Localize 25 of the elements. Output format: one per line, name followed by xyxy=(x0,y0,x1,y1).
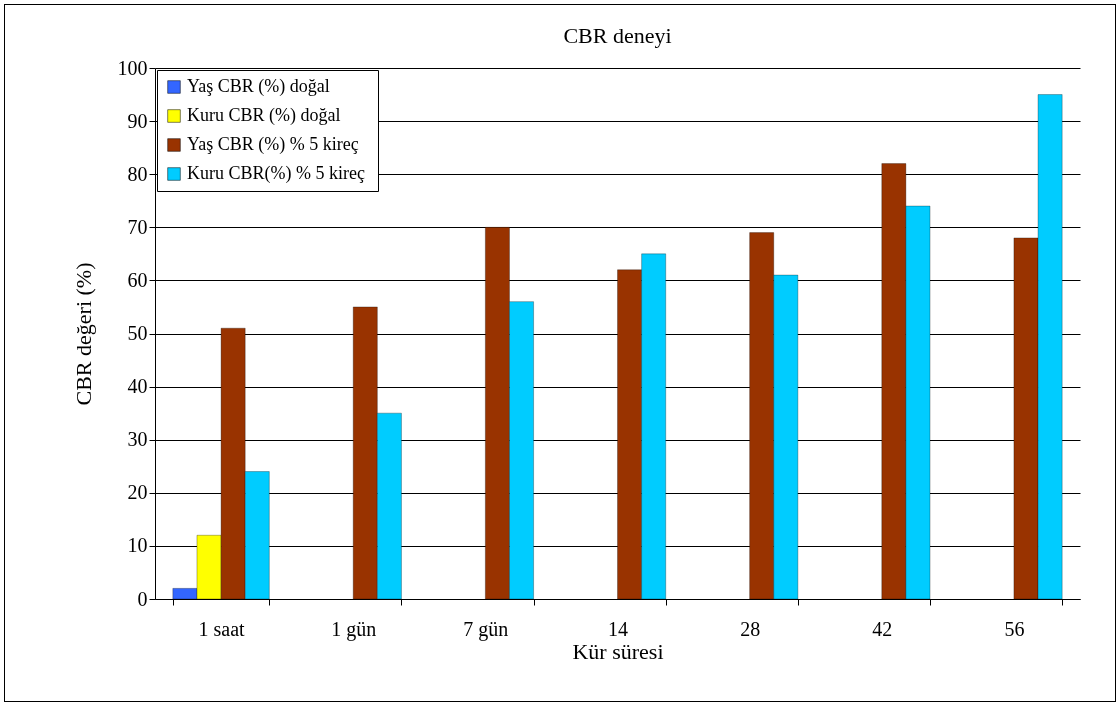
x-tick-label: 1 saat xyxy=(198,617,246,640)
y-axis-title: CBR değeri (%) xyxy=(70,262,96,406)
y-tick-label: 10 xyxy=(127,534,148,557)
y-tick-label: 20 xyxy=(127,481,148,504)
y-tick-label: 60 xyxy=(127,268,148,291)
y-tick-label: 80 xyxy=(127,162,148,185)
legend-label: Kuru CBR (%) doğal xyxy=(187,105,341,126)
x-axis-title: Kür süresi xyxy=(572,638,664,664)
y-tick-label: 40 xyxy=(127,375,148,398)
legend-label: Kuru CBR(%) % 5 kireç xyxy=(187,163,365,184)
x-tick-label: 1 gün xyxy=(331,617,377,641)
x-tick-label: 14 xyxy=(608,617,628,640)
y-tick-label: 30 xyxy=(127,428,148,451)
legend-label: Yaş CBR (%) doğal xyxy=(187,76,330,97)
legend-label: Yaş CBR (%) % 5 kireç xyxy=(187,134,359,155)
x-tick-label: 28 xyxy=(740,617,761,640)
y-tick-label: 0 xyxy=(137,587,148,610)
chart-title: CBR deneyi xyxy=(563,23,672,48)
y-tick-label: 50 xyxy=(127,322,148,344)
y-tick-label: 90 xyxy=(127,109,148,132)
y-tick-label: 100 xyxy=(117,56,148,79)
x-tick-label: 42 xyxy=(872,617,893,640)
y-tick-label: 70 xyxy=(127,215,148,238)
x-tick-label: 7 gün xyxy=(463,617,509,641)
x-tick-label: 56 xyxy=(1004,617,1025,640)
